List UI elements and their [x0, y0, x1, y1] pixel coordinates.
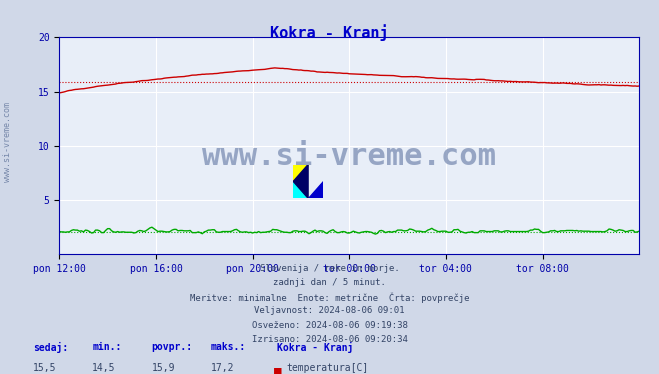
Text: sedaj:: sedaj: — [33, 342, 68, 353]
Polygon shape — [293, 165, 308, 198]
Text: min.:: min.: — [92, 342, 122, 352]
Text: povpr.:: povpr.: — [152, 342, 192, 352]
Text: Kokra - Kranj: Kokra - Kranj — [270, 24, 389, 41]
Text: Veljavnost: 2024-08-06 09:01: Veljavnost: 2024-08-06 09:01 — [254, 306, 405, 315]
Text: zadnji dan / 5 minut.: zadnji dan / 5 minut. — [273, 278, 386, 287]
Text: www.si-vreme.com: www.si-vreme.com — [202, 142, 496, 171]
Text: Slovenija / reke in morje.: Slovenija / reke in morje. — [260, 264, 399, 273]
Polygon shape — [293, 181, 308, 198]
Text: Kokra - Kranj: Kokra - Kranj — [277, 342, 353, 353]
Text: Izrisano: 2024-08-06 09:20:34: Izrisano: 2024-08-06 09:20:34 — [252, 335, 407, 344]
Text: Meritve: minimalne  Enote: metrične  Črta: povprečje: Meritve: minimalne Enote: metrične Črta:… — [190, 292, 469, 303]
Text: 14,5: 14,5 — [92, 363, 116, 373]
Text: 17,2: 17,2 — [211, 363, 235, 373]
Text: maks.:: maks.: — [211, 342, 246, 352]
Polygon shape — [308, 181, 323, 198]
Text: temperatura[C]: temperatura[C] — [287, 363, 369, 373]
Text: 15,5: 15,5 — [33, 363, 57, 373]
Text: ■: ■ — [273, 365, 281, 374]
Text: www.si-vreme.com: www.si-vreme.com — [3, 102, 13, 182]
Text: Osveženo: 2024-08-06 09:19:38: Osveženo: 2024-08-06 09:19:38 — [252, 321, 407, 329]
Text: 15,9: 15,9 — [152, 363, 175, 373]
Polygon shape — [293, 165, 308, 181]
